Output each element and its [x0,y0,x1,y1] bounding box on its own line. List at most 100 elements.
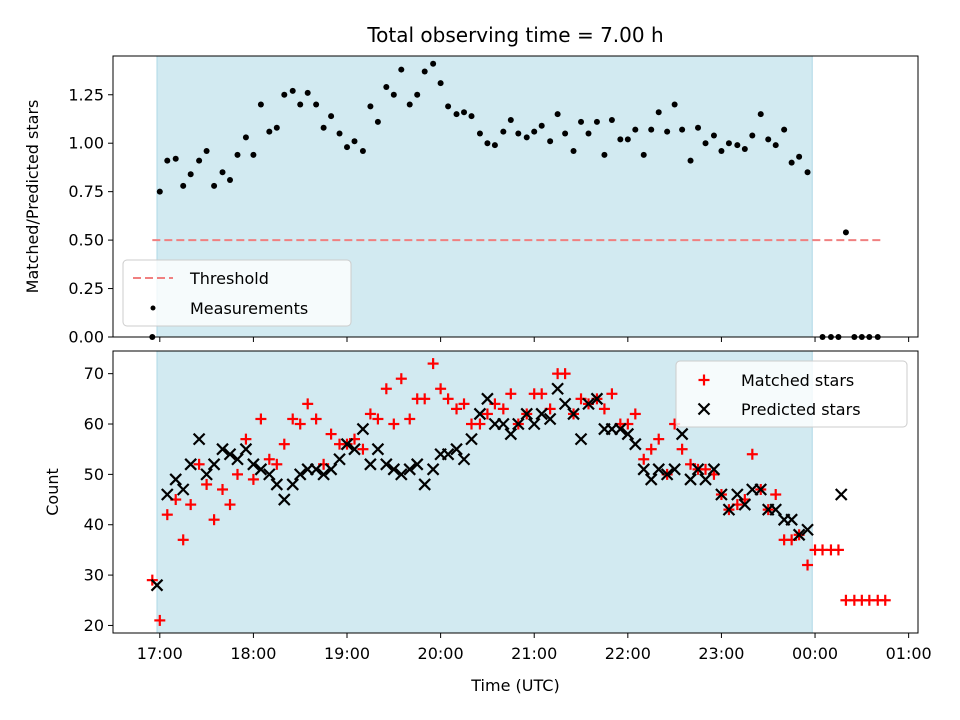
predicted-star-point [192,432,206,446]
measurement-point [562,130,569,137]
predicted-star-point [699,473,712,486]
x-stroke [614,422,627,436]
measurement-point [749,132,756,139]
legend-box [122,259,352,327]
measurement-point [320,124,327,131]
x-stroke [278,493,291,506]
predicted-star-point [629,437,642,451]
x-stroke [722,503,736,516]
predicted-star-point [527,417,541,431]
matched-star-point [802,559,814,571]
y-tick-label: 70 [84,364,104,383]
measurement-point [453,111,460,118]
predicted-star-point [426,463,440,476]
x-stroke [380,458,393,471]
matched-star-point [435,383,447,395]
predicted-star-point [675,427,689,441]
matched-star-point [357,443,369,455]
measurement-point [242,134,249,141]
measurement-point [640,151,647,158]
x-stroke [169,473,182,486]
x-stroke [512,417,525,431]
predicted-star-point [668,463,681,476]
predicted-star-point [637,463,651,476]
predicted-star-point [731,488,744,501]
x-tick-label: 19:00 [324,644,370,663]
x-stroke [450,442,463,456]
x-stroke [293,468,307,481]
matched-star-point [224,499,236,511]
measurement-point [219,169,226,176]
matched-star-point [832,544,844,556]
matched-star-point [559,368,571,380]
predicted-star-point [309,463,323,476]
x-stroke [504,427,518,441]
measurement-point [406,101,413,108]
x-stroke [473,407,487,421]
matched-star-point [287,413,299,425]
measurement-point [515,130,522,137]
legend-predicted-label: Predicted stars [741,400,861,419]
measurement-point [547,138,554,145]
predicted-star-point [652,463,665,476]
predicted-star-point [481,392,494,406]
x-tick-label: 23:00 [698,644,744,663]
predicted-star-point [473,407,487,421]
measurement-point [421,68,428,75]
predicted-star-point [707,463,721,476]
predicted-star-point [834,488,848,501]
measurement-point [718,147,725,154]
x-stroke [254,463,268,476]
x-stroke [161,488,174,501]
predicted-star-point [512,417,525,431]
x-stroke [691,463,705,476]
matched-star-point [271,458,283,470]
matched-star-point [505,388,517,400]
predicted-star-point [356,422,370,436]
measurement-point [757,111,764,118]
x-stroke [239,442,253,456]
measurement-point [796,153,803,160]
x-stroke [660,468,674,481]
matched-star-point [161,509,173,521]
predicted-star-point [169,473,182,486]
measurement-point [655,109,662,116]
x-stroke [543,412,557,426]
matched-star-point [700,463,712,475]
x-stroke [785,513,798,526]
matched-star-point [481,408,493,420]
predicted-star-point [410,458,424,471]
matched-star-point [451,403,463,415]
y-tick-label: 0.00 [68,328,104,347]
y-tick-label: 0.50 [68,231,104,250]
predicted-star-point [644,473,658,486]
legend-box [675,360,908,428]
matched-star-point [201,478,213,490]
measurement-point [468,113,475,120]
x-tick-label: 20:00 [418,644,464,663]
y-tick-label: 0.75 [68,182,104,201]
predicted-star-point [270,478,284,491]
x-stroke [387,463,401,476]
matched-star-point [676,443,688,455]
y-tick-label: 0.25 [68,279,104,298]
x-stroke [371,442,385,456]
matched-star-point [419,393,431,405]
predicted-star-point [504,427,518,441]
measurement-point [164,157,171,164]
x-stroke [731,488,744,501]
predicted-star-point [380,458,393,471]
measurement-point [266,128,273,135]
predicted-star-point [450,442,463,456]
measurement-point [313,101,320,108]
predicted-star-point [457,452,471,466]
matched-star-point [231,468,243,480]
matched-star-point [325,428,337,440]
x-stroke [418,478,431,491]
x-stroke [792,528,806,542]
x-stroke [697,402,711,416]
measurement-point [359,147,366,154]
predicted-star-point [324,463,338,476]
measurement-point [336,130,343,137]
x-stroke [184,458,197,471]
